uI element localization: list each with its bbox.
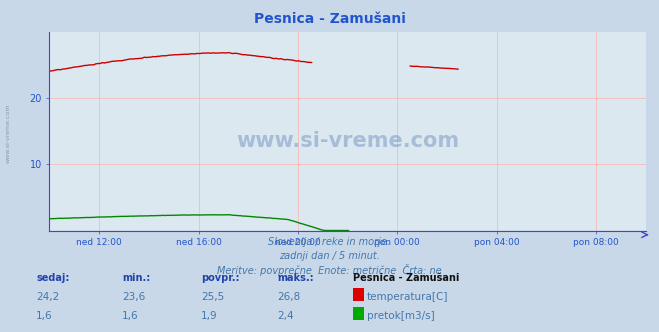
Text: Pesnica - Zamušani: Pesnica - Zamušani [353, 273, 459, 283]
Text: 1,9: 1,9 [201, 311, 217, 321]
Text: www.si-vreme.com: www.si-vreme.com [236, 131, 459, 151]
Text: maks.:: maks.: [277, 273, 314, 283]
Text: Pesnica - Zamušani: Pesnica - Zamušani [254, 12, 405, 26]
Text: Meritve: povprečne  Enote: metrične  Črta: ne: Meritve: povprečne Enote: metrične Črta:… [217, 264, 442, 276]
Text: 1,6: 1,6 [36, 311, 53, 321]
Text: Slovenija / reke in morje.: Slovenija / reke in morje. [268, 237, 391, 247]
Text: 23,6: 23,6 [122, 292, 145, 302]
Text: zadnji dan / 5 minut.: zadnji dan / 5 minut. [279, 251, 380, 261]
Text: povpr.:: povpr.: [201, 273, 239, 283]
Text: 26,8: 26,8 [277, 292, 300, 302]
Text: sedaj:: sedaj: [36, 273, 70, 283]
Text: temperatura[C]: temperatura[C] [367, 292, 449, 302]
Text: 1,6: 1,6 [122, 311, 138, 321]
Text: pretok[m3/s]: pretok[m3/s] [367, 311, 435, 321]
Text: 2,4: 2,4 [277, 311, 293, 321]
Text: 24,2: 24,2 [36, 292, 59, 302]
Text: www.si-vreme.com: www.si-vreme.com [5, 103, 11, 163]
Text: min.:: min.: [122, 273, 150, 283]
Text: 25,5: 25,5 [201, 292, 224, 302]
